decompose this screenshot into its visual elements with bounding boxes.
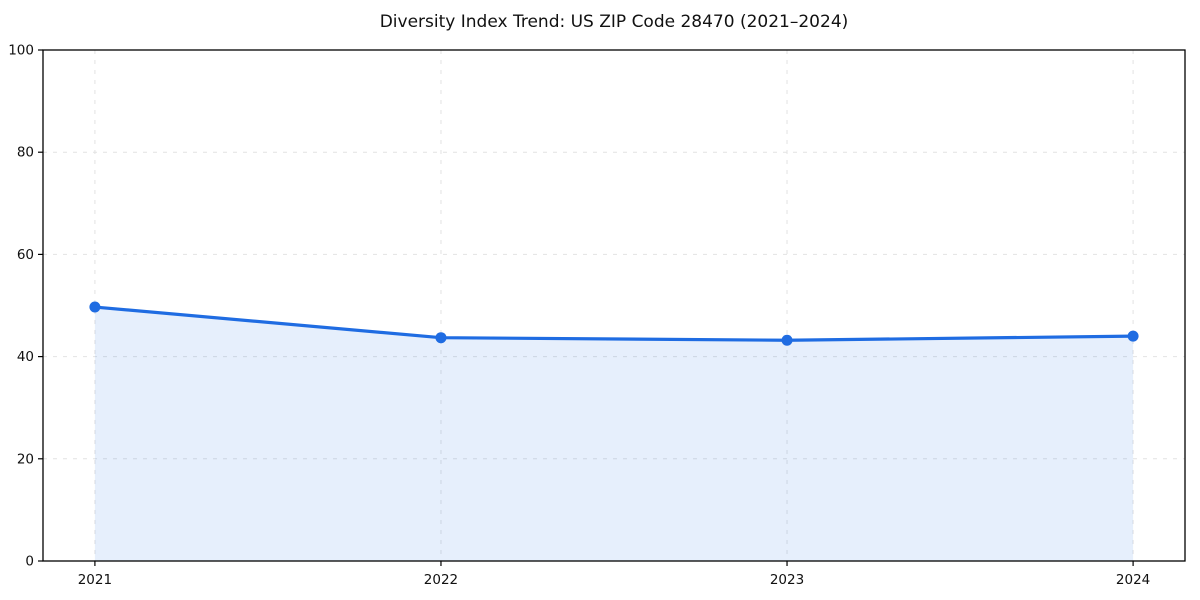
y-tick-label: 60 xyxy=(17,247,34,263)
y-tick-label: 100 xyxy=(8,43,34,59)
y-tick-label: 20 xyxy=(17,451,34,467)
y-tick-label: 40 xyxy=(17,349,34,365)
area-fill xyxy=(94,307,1134,561)
trend-line xyxy=(93,305,1135,342)
x-tick-label: 2022 xyxy=(424,572,458,588)
x-tick-label: 2024 xyxy=(1116,572,1150,588)
y-tick-label: 80 xyxy=(17,145,34,161)
x-tick-label: 2021 xyxy=(78,572,112,588)
data-point-marker xyxy=(89,301,101,313)
plot-border xyxy=(42,49,1186,562)
chart-title: Diversity Index Trend: US ZIP Code 28470… xyxy=(379,12,849,32)
x-tick-label: 2023 xyxy=(770,572,804,588)
data-point-marker xyxy=(1127,330,1139,342)
y-tick-label: 0 xyxy=(25,554,34,570)
data-point-marker xyxy=(435,332,447,344)
data-point-marker xyxy=(781,334,793,346)
